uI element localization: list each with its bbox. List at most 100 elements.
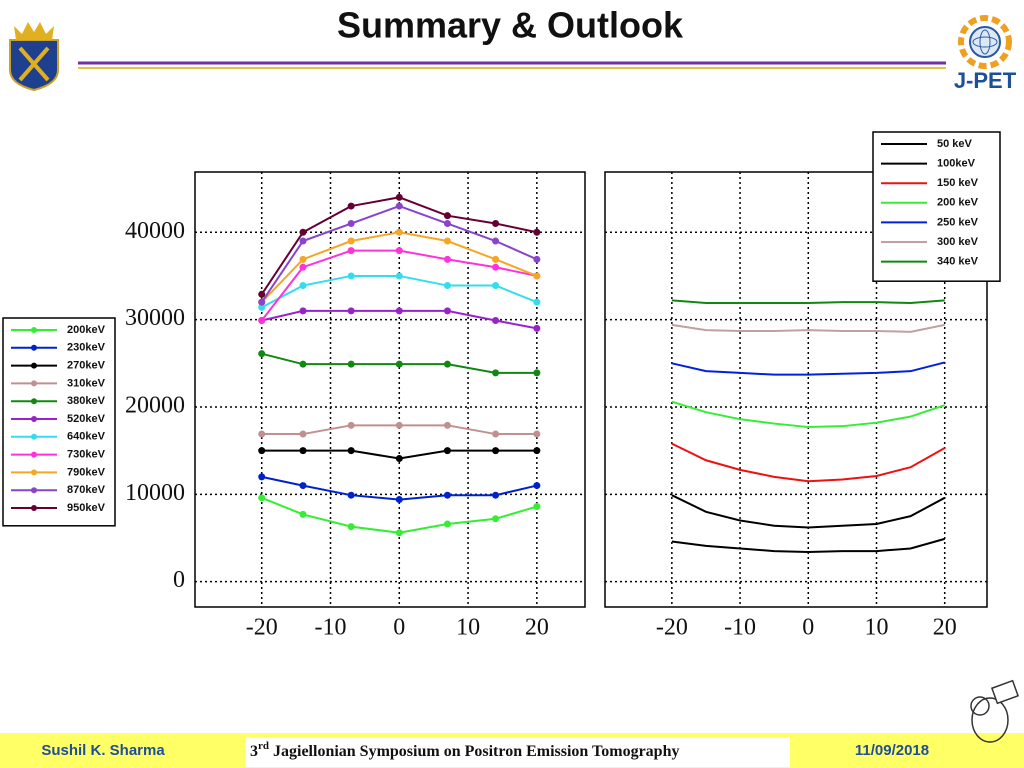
data-point: [492, 491, 500, 499]
legend-label: 870keV: [67, 484, 106, 496]
data-point: [443, 520, 451, 528]
x-tick-label: 20: [525, 615, 549, 641]
legend-marker: [31, 433, 37, 440]
data-point: [533, 298, 541, 306]
data-point: [258, 447, 266, 455]
data-point: [299, 307, 307, 315]
event-name: Jagiellonian Symposium on Positron Emiss…: [273, 743, 679, 760]
data-point: [299, 263, 307, 271]
legend-label: 950keV: [67, 502, 106, 514]
legend-label: 730keV: [67, 449, 106, 461]
legend-label: 640keV: [67, 431, 106, 443]
x-tick-label: 0: [393, 615, 405, 641]
data-point: [347, 447, 355, 455]
legend-marker: [31, 380, 37, 387]
x-tick-label: -20: [656, 615, 688, 641]
data-point: [492, 282, 500, 290]
data-point: [492, 447, 500, 455]
legend-label: 250 keV: [937, 216, 979, 228]
data-point: [443, 220, 451, 228]
data-point: [533, 369, 541, 377]
legend-label: 340 keV: [937, 256, 979, 268]
series-line: [671, 442, 946, 483]
data-point: [258, 350, 266, 358]
x-tick-label: -10: [724, 615, 756, 641]
y-tick-label: 40000: [125, 218, 185, 244]
data-point: [443, 282, 451, 290]
data-point: [443, 237, 451, 245]
series-line: [671, 494, 946, 529]
data-point: [299, 510, 307, 518]
legend-box: [872, 131, 1001, 282]
x-tick-label: 10: [456, 615, 480, 641]
footer-date: 11/09/2018: [855, 742, 929, 759]
legend-marker: [31, 451, 37, 458]
data-point: [443, 421, 451, 429]
data-point: [258, 494, 266, 502]
data-point: [533, 447, 541, 455]
data-point: [299, 360, 307, 368]
jpet-logo: [958, 15, 1012, 69]
data-point: [443, 360, 451, 368]
y-tick-label: 10000: [125, 480, 185, 506]
legend-marker: [31, 505, 37, 511]
legend-label: 310keV: [67, 377, 106, 389]
data-point: [347, 523, 355, 531]
data-point: [443, 447, 451, 455]
data-point: [395, 193, 403, 201]
data-point: [533, 503, 541, 511]
y-tick-label: 20000: [125, 392, 185, 418]
x-tick-label: 10: [864, 615, 888, 641]
plot-frame: [604, 171, 988, 608]
legend-label: 380keV: [67, 395, 106, 407]
mascot-icon: [970, 679, 1020, 743]
data-point: [258, 303, 266, 311]
event-suffix: rd: [258, 740, 269, 752]
data-point: [299, 430, 307, 438]
data-point: [395, 421, 403, 429]
data-point: [347, 247, 355, 255]
legend-marker: [31, 398, 37, 405]
data-point: [258, 298, 266, 306]
x-tick-label: -20: [246, 615, 278, 641]
jpet-logo-text: J-PET: [954, 68, 1017, 93]
data-point: [533, 482, 541, 490]
series-line: [260, 196, 538, 295]
legend-marker: [31, 344, 37, 351]
data-point: [347, 307, 355, 315]
data-point: [299, 255, 307, 263]
legend-marker: [31, 487, 37, 494]
data-point: [395, 529, 403, 537]
data-point: [533, 324, 541, 332]
data-point: [492, 430, 500, 438]
legend-label: 200 keV: [937, 197, 979, 209]
data-point: [533, 430, 541, 438]
data-point: [258, 473, 266, 481]
legend-marker: [31, 469, 37, 476]
data-point: [533, 255, 541, 263]
data-point: [347, 421, 355, 429]
y-tick-label: 0: [173, 567, 185, 593]
data-point: [443, 255, 451, 263]
legend-label: 150 keV: [937, 177, 979, 189]
data-point: [347, 272, 355, 280]
footer-event: 3rd Jagiellonian Symposium on Positron Em…: [250, 740, 679, 760]
data-point: [299, 447, 307, 455]
data-point: [258, 430, 266, 438]
data-point: [347, 491, 355, 499]
legend-label: 790keV: [67, 466, 106, 478]
slide-title: Summary & Outlook: [337, 5, 684, 46]
y-tick-label: 30000: [125, 305, 185, 331]
data-point: [395, 228, 403, 236]
data-point: [395, 455, 403, 463]
data-point: [299, 228, 307, 236]
series-line: [671, 323, 945, 333]
legend-label: 520keV: [67, 413, 106, 425]
data-point: [395, 272, 403, 280]
data-point: [443, 491, 451, 499]
data-point: [258, 290, 266, 298]
series-line: [671, 361, 945, 376]
data-point: [492, 255, 500, 263]
series-line: [671, 400, 946, 429]
